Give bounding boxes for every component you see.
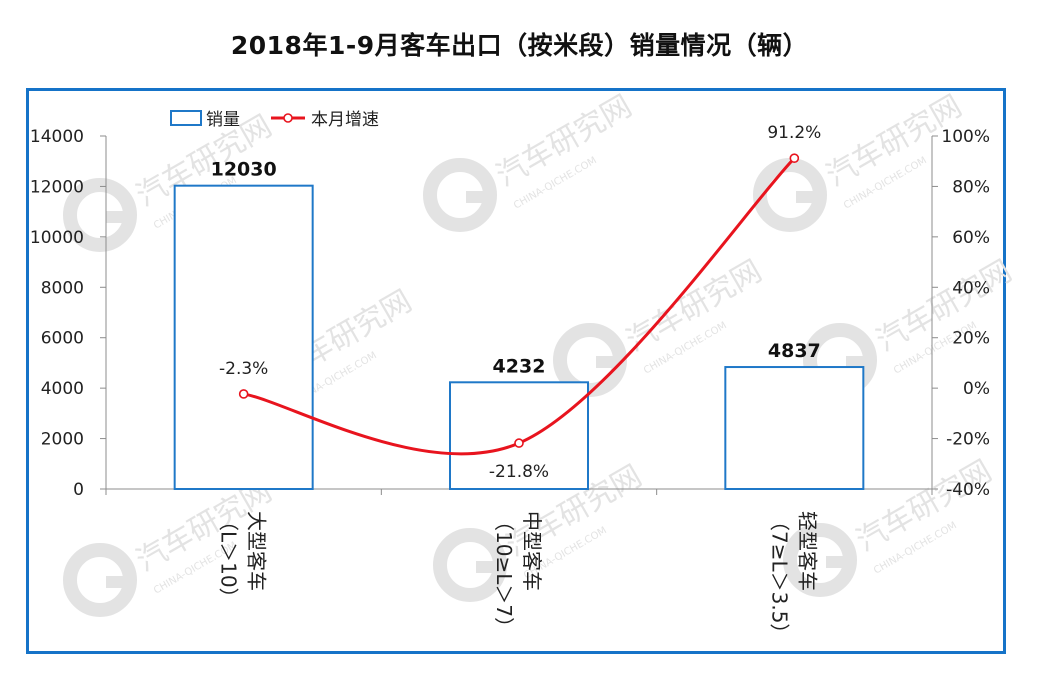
legend-line-marker (283, 113, 293, 123)
chart-title: 2018年1-9月客车出口（按米段）销量情况（辆） (230, 31, 809, 60)
bar-value-label: 4232 (493, 355, 546, 377)
y-left-tick-label: 6000 (41, 329, 84, 349)
y-right-tick-label: 20% (952, 329, 990, 349)
y-left-tick-label: 0 (73, 480, 84, 500)
x-category-range: （10≥L＞7） (492, 511, 516, 637)
growth-point (514, 438, 524, 448)
y-left-tick-label: 4000 (41, 379, 84, 399)
growth-line (243, 157, 796, 456)
growth-value-label: -2.3% (219, 359, 268, 379)
bar (449, 381, 589, 491)
bar-value-label: 4837 (768, 340, 821, 362)
growth-point (789, 153, 800, 163)
x-category-name: 中型客车 (520, 511, 544, 591)
growth-point (238, 389, 249, 399)
y-left-tick-label: 10000 (30, 228, 84, 248)
chart-frame (26, 88, 1006, 654)
y-right-tick-label: 80% (952, 177, 990, 197)
legend-label: 本月增速 (311, 110, 379, 130)
y-left-tick-label: 2000 (41, 430, 84, 450)
x-category-range: （7≥L＞3.5） (767, 511, 791, 643)
x-category-range: （L＞10） (217, 511, 241, 608)
x-category-name: 轻型客车 (795, 511, 819, 591)
y-right-tick-label: 0% (963, 379, 990, 399)
x-category-label: 大型客车（L＞10） (217, 511, 269, 608)
legend-bar-swatch (170, 110, 202, 126)
y-right-tick-label: -40% (946, 480, 990, 500)
growth-value-label: -21.8% (489, 462, 549, 482)
y-left-tick-label: 12000 (30, 177, 84, 197)
y-left-tick-label: 14000 (30, 127, 84, 147)
x-category-label: 轻型客车（7≥L＞3.5） (767, 511, 819, 643)
y-right-tick-label: -20% (946, 430, 990, 450)
x-category-label: 中型客车（10≥L＞7） (492, 511, 544, 637)
bar (173, 184, 314, 490)
legend: 销量 本月增速 (170, 110, 379, 130)
legend-label: 销量 (206, 110, 240, 130)
x-category-name: 大型客车 (245, 511, 269, 591)
y-right-tick-label: 100% (941, 127, 990, 147)
growth-value-label: 91.2% (767, 123, 821, 143)
bar-value-label: 12030 (211, 159, 277, 181)
y-right-tick-label: 40% (952, 278, 990, 298)
y-left-tick-label: 8000 (41, 278, 84, 298)
y-right-tick-label: 60% (952, 228, 990, 248)
bar (724, 366, 865, 491)
